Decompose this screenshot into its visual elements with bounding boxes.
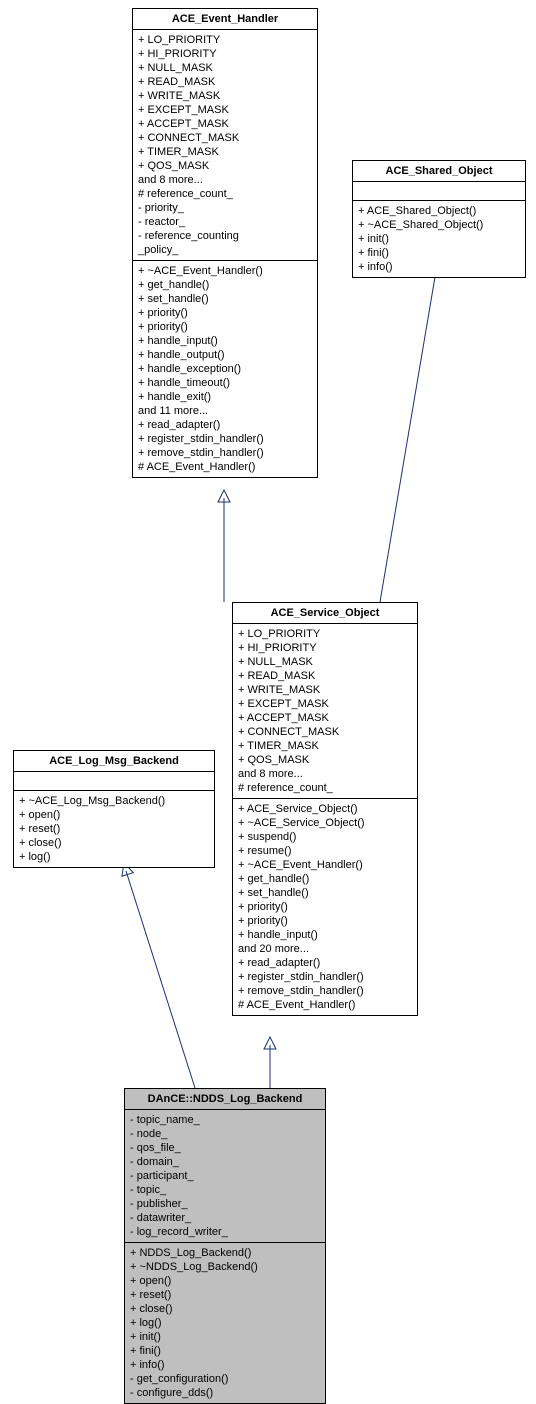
ace_event_handler-class-box[interactable]: ACE_Event_Handler+ LO_PRIORITY+ HI_PRIOR…	[132, 8, 318, 478]
ace_log_msg_backend-class-box[interactable]: ACE_Log_Msg_Backend + ~ACE_Log_Msg_Backe…	[13, 750, 215, 868]
dance_ndds-class-box[interactable]: DAnCE::NDDS_Log_Backend- topic_name_- no…	[124, 1088, 326, 1404]
class-attributes	[14, 772, 214, 791]
class-operations: + ACE_Shared_Object()+ ~ACE_Shared_Objec…	[353, 201, 525, 277]
class-operations: + NDDS_Log_Backend()+ ~NDDS_Log_Backend(…	[125, 1243, 325, 1403]
class-attributes: + LO_PRIORITY+ HI_PRIORITY+ NULL_MASK+ R…	[133, 30, 317, 261]
class-attributes	[353, 182, 525, 201]
class-operations: + ~ACE_Log_Msg_Backend()+ open()+ reset(…	[14, 791, 214, 867]
class-title: ACE_Event_Handler	[133, 9, 317, 30]
ace_shared_object-class-box[interactable]: ACE_Shared_Object + ACE_Shared_Object()+…	[352, 160, 526, 278]
class-operations: + ACE_Service_Object()+ ~ACE_Service_Obj…	[233, 799, 417, 1015]
class-attributes: - topic_name_- node_- qos_file_- domain_…	[125, 1110, 325, 1243]
class-attributes: + LO_PRIORITY+ HI_PRIORITY+ NULL_MASK+ R…	[233, 624, 417, 799]
class-title: DAnCE::NDDS_Log_Backend	[125, 1089, 325, 1110]
class-title: ACE_Service_Object	[233, 603, 417, 624]
class-operations: + ~ACE_Event_Handler()+ get_handle()+ se…	[133, 261, 317, 477]
class-title: ACE_Log_Msg_Backend	[14, 751, 214, 772]
class-title: ACE_Shared_Object	[353, 161, 525, 182]
ace_service_object-class-box[interactable]: ACE_Service_Object+ LO_PRIORITY+ HI_PRIO…	[232, 602, 418, 1016]
